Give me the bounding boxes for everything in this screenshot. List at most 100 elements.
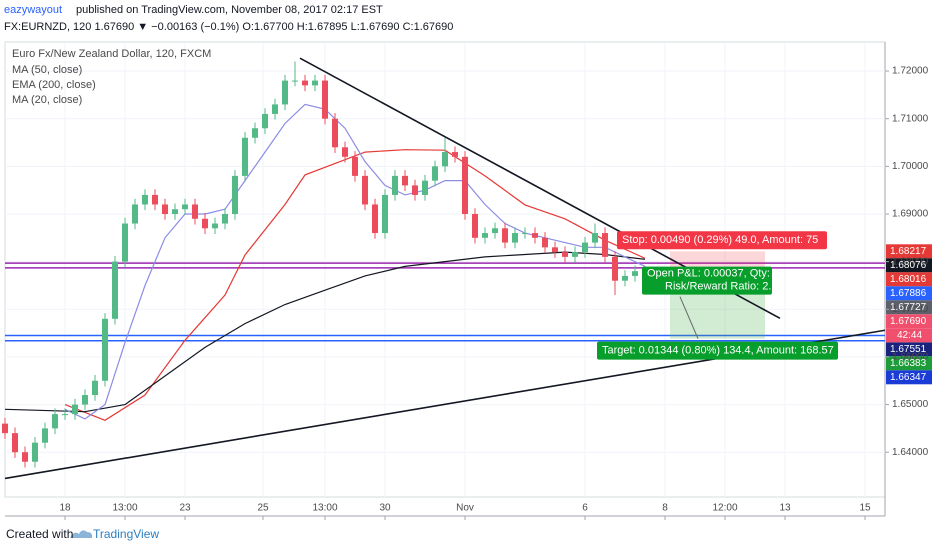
- candle-body: [522, 233, 528, 235]
- tv-logo: [70, 530, 93, 538]
- target-label-box: [597, 341, 838, 360]
- author[interactable]: eazywayout: [4, 4, 62, 16]
- candle-body: [242, 137, 248, 176]
- candle-body: [72, 404, 78, 415]
- candle-body: [442, 152, 448, 167]
- candle-body: [372, 204, 378, 234]
- candle-body: [482, 233, 488, 238]
- candle-body: [472, 213, 478, 238]
- price-label: 1.68016: [890, 274, 927, 285]
- candle-body: [552, 247, 558, 253]
- x-tick-label: 8: [662, 503, 668, 514]
- x-tick-label: Nov: [456, 503, 474, 514]
- candle-body: [52, 414, 58, 429]
- legend-entry: EMA (200, close): [12, 79, 96, 91]
- candle-body: [392, 175, 398, 195]
- candle-body: [532, 233, 538, 238]
- candle-body: [582, 242, 588, 253]
- price-label: 1.66383: [890, 358, 927, 369]
- candle-body: [142, 194, 148, 205]
- stop-label-box: [617, 231, 827, 250]
- price-label-box: [886, 286, 932, 301]
- candle-body: [132, 204, 138, 224]
- candle-body: [502, 228, 508, 243]
- price-label-box: [886, 244, 932, 259]
- candle-body: [562, 252, 568, 257]
- candle-body: [32, 442, 38, 462]
- x-tick-label: 23: [179, 503, 191, 514]
- candle-body: [402, 175, 408, 186]
- plot: Stop: 0.00490 (0.29%) 49.0, Amount: 75 Op…: [2, 42, 932, 497]
- candle-body: [2, 423, 8, 434]
- candle-body: [92, 380, 98, 396]
- candle-body: [252, 128, 258, 138]
- candle-body: [42, 428, 48, 443]
- candle-body: [62, 414, 68, 416]
- footer-brand[interactable]: TradingView: [93, 527, 159, 541]
- countdown: 42:44: [897, 330, 922, 341]
- candle-body: [492, 228, 498, 234]
- ratio-label: Risk/Reward Ratio: 2.74: [665, 281, 784, 293]
- price-label-box: [886, 370, 932, 385]
- y-tick-label: 1.64000: [892, 447, 929, 458]
- price-label-box: [886, 314, 932, 329]
- candle-body: [282, 80, 288, 105]
- y-tick-label: 1.70000: [892, 161, 929, 172]
- x-tick-label: 6: [582, 503, 588, 514]
- candle-body: [212, 223, 218, 229]
- legend-entry: MA (50, close): [12, 64, 82, 76]
- x-tick-label: 30: [379, 503, 391, 514]
- candle-body: [302, 80, 308, 86]
- footer-created: Created with: [6, 527, 73, 541]
- ma-line: [64, 103, 646, 420]
- candle-body: [412, 185, 418, 195]
- ma-line: [4, 251, 646, 413]
- candle-body: [542, 237, 548, 248]
- price-label-box: [886, 258, 932, 273]
- candle-body: [152, 194, 158, 205]
- candle-body: [602, 233, 608, 257]
- candle-body: [422, 180, 428, 195]
- price-label-box: [886, 342, 932, 357]
- price-label: 1.67551: [890, 344, 927, 355]
- price-label-box: [886, 272, 932, 287]
- candle-body: [512, 233, 518, 243]
- y-tick-label: 1.65000: [892, 399, 929, 410]
- y-tick-label: 1.68000: [892, 256, 929, 267]
- candle-body: [292, 80, 298, 82]
- x-tick-label: 15: [859, 503, 871, 514]
- candle-body: [192, 204, 198, 219]
- price-label: 1.67886: [890, 288, 927, 299]
- countdown-box: [886, 328, 932, 343]
- candle-body: [172, 209, 178, 214]
- candle-body: [622, 275, 628, 281]
- y-tick-label: 1.69000: [892, 209, 929, 220]
- y-tick-label: 1.66000: [892, 352, 929, 363]
- quote: FX:EURNZD, 120 1.67690 ▼ −0.00163 (−0.1%…: [4, 21, 453, 33]
- candle-body: [342, 147, 348, 157]
- candle-body: [432, 166, 438, 181]
- price-label: 1.67727: [890, 302, 927, 313]
- price-label-box: [886, 300, 932, 315]
- candle-body: [232, 175, 238, 214]
- candle-body: [352, 156, 358, 176]
- candle-body: [332, 118, 338, 148]
- y-tick-label: 1.71000: [892, 113, 929, 124]
- published: published on TradingView.com, November 0…: [76, 4, 383, 16]
- candle-body: [102, 318, 108, 381]
- symbol-title: Euro Fx/New Zealand Dollar, 120, FXCM: [12, 48, 211, 60]
- candle-body: [222, 213, 228, 224]
- candle-body: [12, 433, 18, 453]
- x-tick-label: 18: [59, 503, 71, 514]
- candle-body: [322, 80, 328, 119]
- candle-body: [612, 256, 618, 281]
- y-tick-label: 1.67000: [892, 304, 929, 315]
- candle-body: [262, 113, 268, 129]
- candle-body: [632, 271, 638, 276]
- candle-body: [592, 233, 598, 243]
- price-label-box: [886, 356, 932, 371]
- x-tick-label: 13: [779, 503, 791, 514]
- candle-body: [82, 395, 88, 405]
- candle-body: [122, 223, 128, 262]
